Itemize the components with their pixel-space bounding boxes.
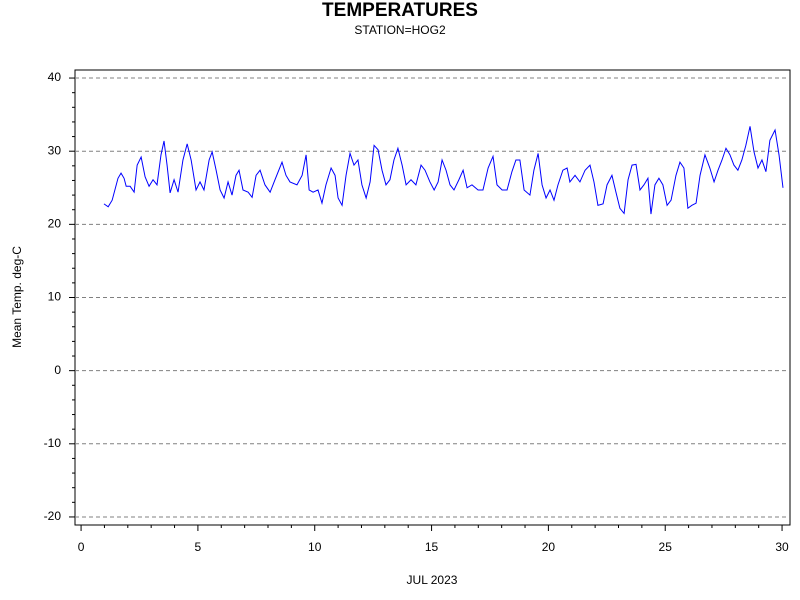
y-tick-label: -20 <box>44 509 62 523</box>
x-tick-label: 5 <box>195 540 202 554</box>
y-tick-label: 30 <box>48 143 62 157</box>
x-tick-label: 20 <box>542 540 556 554</box>
x-tick-label: 10 <box>308 540 322 554</box>
y-tick-label: 10 <box>48 290 62 304</box>
x-tick-label: 0 <box>78 540 85 554</box>
x-tick-label: 25 <box>659 540 673 554</box>
y-tick-label: 0 <box>54 363 61 377</box>
x-tick-label: 15 <box>425 540 439 554</box>
y-tick-label: 20 <box>48 217 62 231</box>
y-tick-label: 40 <box>48 70 62 84</box>
chart-title: TEMPERATURES <box>322 0 478 21</box>
y-axis-label: Mean Temp. deg-C <box>10 246 24 348</box>
data-line <box>103 126 784 215</box>
x-axis-label: JUL 2023 <box>407 573 458 587</box>
x-tick-label: 30 <box>775 540 789 554</box>
chart-subtitle: STATION=HOG2 <box>354 23 446 37</box>
y-tick-label: -10 <box>44 436 62 450</box>
